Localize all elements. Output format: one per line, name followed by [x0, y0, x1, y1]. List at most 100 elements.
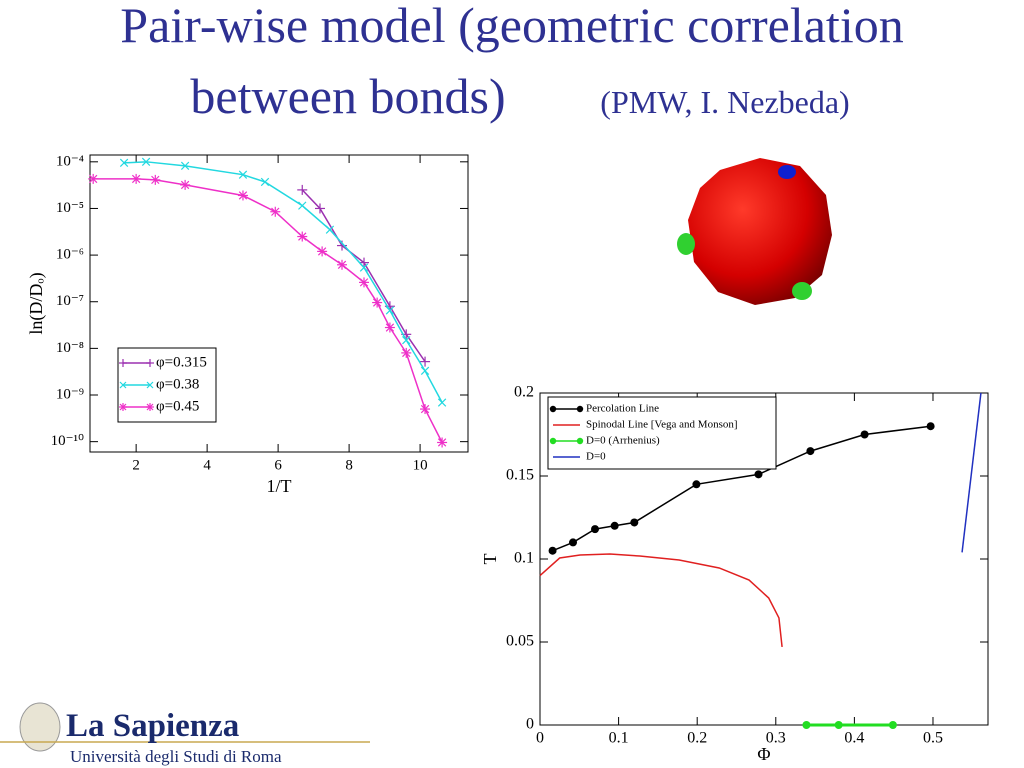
x-tick-label: 8 — [345, 457, 353, 473]
marker — [591, 525, 600, 534]
x-tick-label: 10 — [413, 457, 428, 473]
logo: La Sapienza Università degli Studi di Ro… — [0, 702, 370, 766]
y-tick-label: 10⁻⁵ — [56, 200, 84, 216]
y-tick-label: 0.2 — [514, 384, 534, 401]
y-tick-label: 0 — [526, 716, 534, 733]
marker — [610, 521, 619, 530]
marker — [150, 174, 161, 185]
marker — [317, 246, 328, 257]
x-tick-label: 0.3 — [766, 730, 786, 747]
legend-box — [547, 396, 777, 470]
legend-label: φ=0.38 — [156, 376, 199, 392]
subtitle: (PMW, I. Nezbeda) — [600, 84, 849, 120]
marker — [372, 297, 383, 308]
chart: 2 4 6 8 10 10⁻¹⁰ 10⁻⁹ 10⁻⁸ 10⁻⁷ 10⁻⁶ 10⁻⁵ 10⁻⁴ 1/T ln… — [26, 153, 469, 496]
legend-label: φ=0.45 — [156, 398, 199, 414]
marker — [237, 190, 248, 201]
marker — [359, 257, 370, 268]
marker — [325, 225, 335, 234]
marker — [548, 546, 557, 555]
legend-label: D=0 — [586, 451, 606, 463]
marker — [297, 184, 308, 195]
marker — [437, 398, 447, 407]
marker — [385, 306, 395, 315]
y-tick-label: 10⁻¹⁰ — [51, 433, 84, 449]
y-axis-label: T — [480, 554, 500, 565]
marker — [119, 359, 127, 367]
marker — [260, 177, 270, 187]
marker — [119, 158, 129, 168]
legend-label: φ=0.315 — [156, 354, 207, 370]
marker — [270, 206, 281, 217]
marker — [146, 359, 154, 367]
marker — [359, 263, 369, 272]
marker — [888, 721, 897, 729]
x-tick-label: 2 — [132, 457, 140, 473]
marker — [576, 405, 584, 413]
y-tick-label: 10⁻⁶ — [56, 247, 84, 263]
marker — [298, 201, 307, 210]
y-tick-label: 10⁻⁹ — [56, 386, 84, 402]
y-tick-label: 0.15 — [506, 467, 534, 484]
x-tick-label: 0.1 — [609, 730, 629, 747]
marker — [420, 356, 431, 367]
y-tick-label: 10⁻⁷ — [56, 293, 84, 309]
marker — [569, 538, 578, 547]
marker — [630, 518, 639, 527]
y-tick-label: 10⁻⁸ — [56, 340, 84, 356]
marker — [119, 381, 127, 389]
marker — [359, 277, 370, 288]
marker — [437, 437, 448, 448]
marker — [754, 470, 763, 479]
x-axis-label: Φ — [757, 744, 770, 764]
marker — [420, 404, 431, 415]
y-tick-label: 0.05 — [506, 633, 534, 650]
marker — [119, 403, 127, 411]
legend-label: D=0 (Arrhenius) — [586, 435, 660, 447]
plot-frame — [89, 154, 469, 453]
marker — [806, 447, 815, 456]
marker — [146, 403, 154, 411]
x-tick-label: 4 — [203, 457, 211, 473]
x-tick-label: 0.2 — [687, 730, 707, 747]
marker — [549, 437, 557, 445]
marker — [834, 721, 843, 729]
series-line — [961, 392, 982, 553]
series-line — [124, 161, 443, 403]
marker — [401, 347, 412, 358]
legend: φ=0.315 φ=0.38 φ=0.45 — [117, 347, 217, 423]
marker — [141, 157, 151, 166]
marker — [297, 231, 308, 242]
marker — [88, 173, 99, 184]
x-tick-label: 0.4 — [844, 730, 864, 747]
marker — [131, 173, 142, 184]
marker — [860, 430, 869, 439]
sphere-model — [677, 158, 832, 305]
marker — [549, 405, 557, 413]
title-line: Pair-wise model (geometric correlation — [120, 0, 903, 53]
legend: Percolation Line Spinodal Line [Vega and … — [547, 396, 777, 470]
marker — [420, 366, 430, 376]
marker — [384, 322, 395, 333]
marker — [802, 721, 811, 729]
marker — [180, 161, 190, 171]
x-axis-label: 1/T — [267, 476, 292, 496]
legend-label: Spinodal Line [Vega and Monson] — [586, 419, 738, 431]
marker — [402, 335, 411, 345]
marker — [238, 170, 248, 179]
x-tick-label: 0.5 — [923, 730, 943, 747]
legend-label: Percolation Line — [586, 403, 659, 415]
x-tick-label: 0 — [536, 730, 544, 747]
series-line — [552, 425, 931, 552]
marker — [926, 422, 935, 431]
chart: 0 0.1 0.2 0.3 0.4 0.5 0 0.05 0.1 0.15 0.2 Φ T Percola… — [480, 384, 989, 764]
y-tick-label: 0.1 — [514, 550, 534, 567]
y-axis-label: ln(D/Dₒ) — [26, 272, 47, 334]
marker — [692, 480, 701, 489]
marker — [314, 203, 325, 214]
logo-name: La Sapienza — [66, 708, 239, 744]
y-tick-label: 10⁻⁴ — [56, 153, 84, 169]
title-line: between bonds) — [190, 68, 505, 124]
